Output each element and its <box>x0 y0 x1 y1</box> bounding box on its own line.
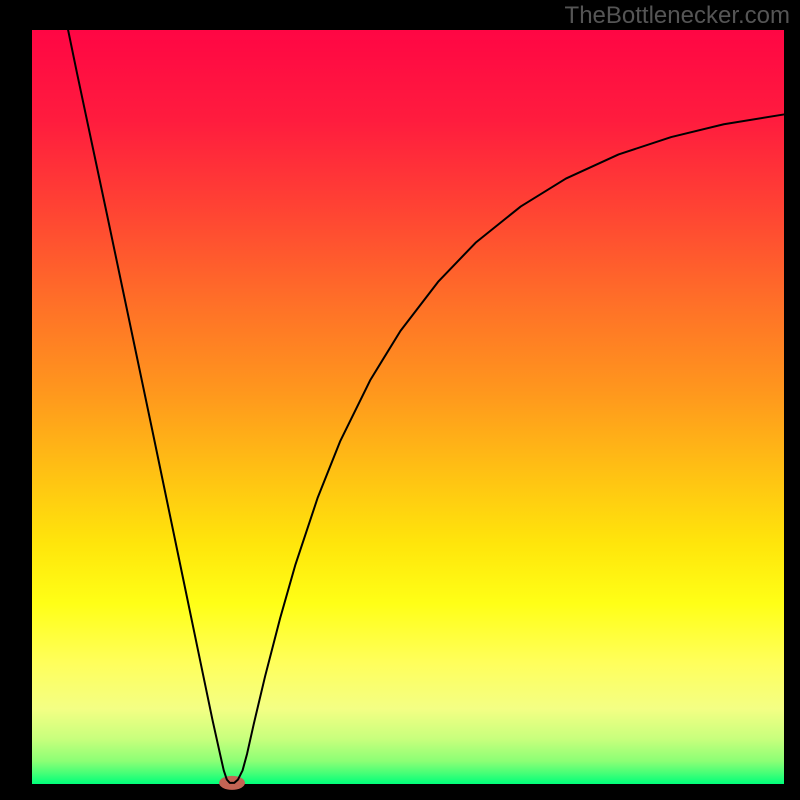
watermark-text: TheBottlenecker.com <box>565 2 790 30</box>
chart-stage: TheBottlenecker.com <box>0 0 800 800</box>
plot-background <box>32 30 784 784</box>
bottleneck-chart <box>0 0 800 800</box>
